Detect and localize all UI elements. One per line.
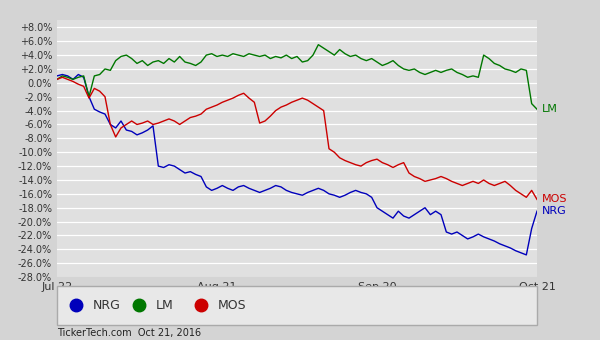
Text: MOS: MOS xyxy=(218,299,247,312)
Text: NRG: NRG xyxy=(542,206,566,216)
Text: MOS: MOS xyxy=(542,194,568,204)
Text: TickerTech.com  Oct 21, 2016: TickerTech.com Oct 21, 2016 xyxy=(57,328,201,338)
FancyBboxPatch shape xyxy=(57,286,537,325)
Text: LM: LM xyxy=(155,299,173,312)
Text: NRG: NRG xyxy=(93,299,121,312)
Text: LM: LM xyxy=(542,104,557,114)
